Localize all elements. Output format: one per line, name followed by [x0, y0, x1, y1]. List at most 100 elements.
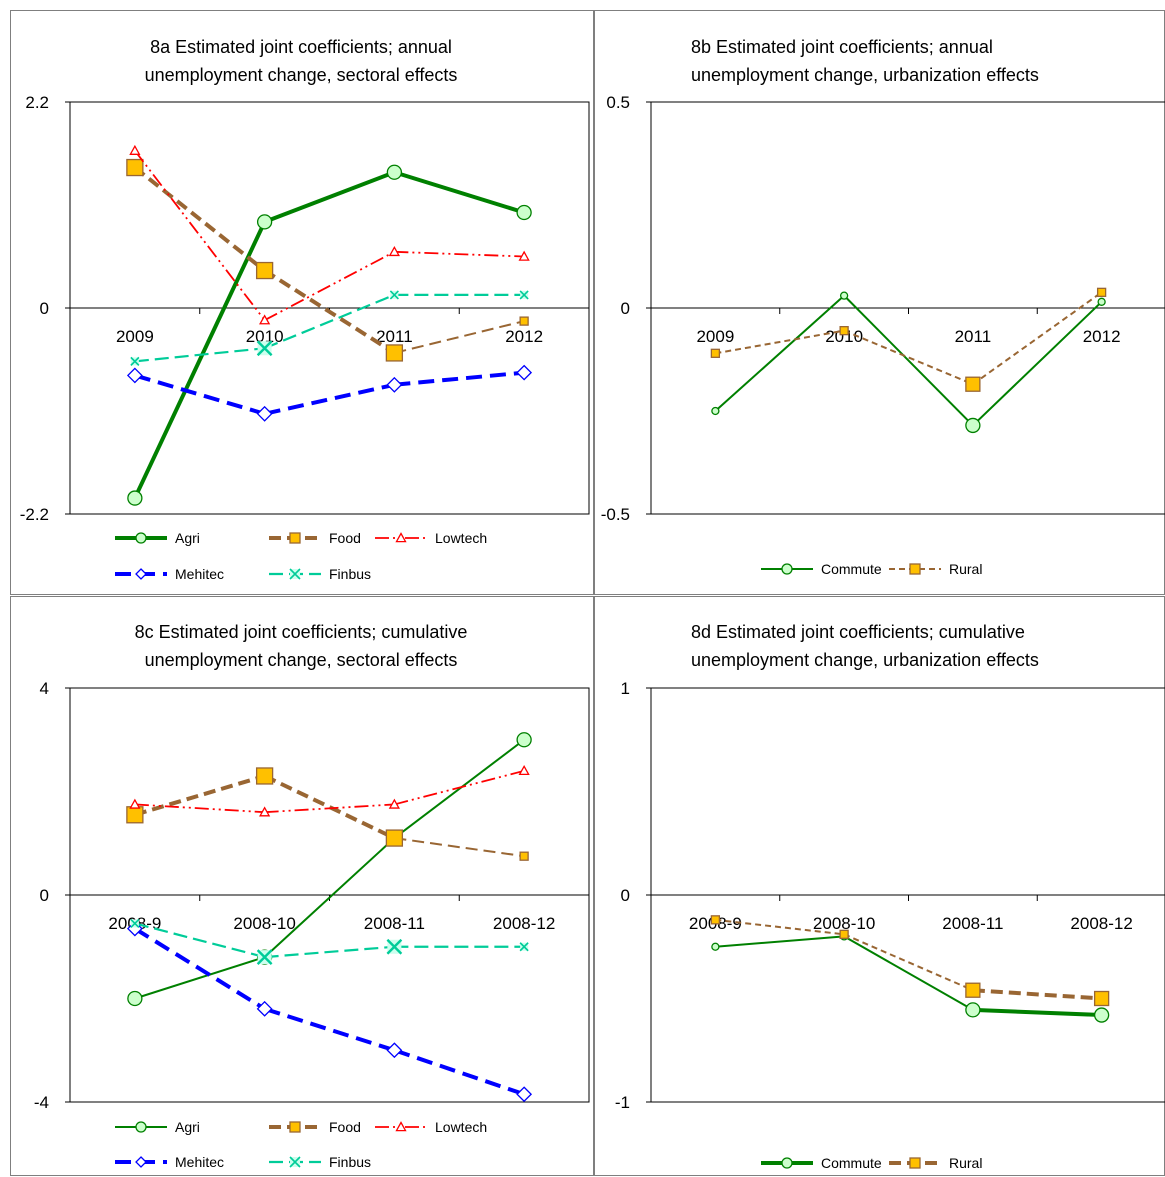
legend-marker [395, 1121, 407, 1132]
series-line-segment [393, 1048, 525, 1097]
legend-item-mehitec: Mehitec [115, 566, 224, 582]
legend-item-lowtech: Lowtech [375, 1119, 487, 1135]
series-lowtech [129, 764, 530, 817]
series-line-segment [134, 347, 265, 363]
legend-label: Rural [949, 1155, 982, 1171]
legend-item-agri: Agri [115, 1119, 200, 1135]
legend-label: Finbus [329, 566, 371, 582]
legend-marker [135, 1121, 147, 1133]
data-point-circle [516, 204, 532, 221]
data-point-x [386, 938, 403, 955]
series-line-segment [843, 329, 974, 386]
x-tick-label: 2009 [696, 327, 734, 346]
data-point-circle [1093, 1007, 1110, 1023]
legend-item-commute: Commute [761, 1155, 882, 1171]
data-point-square [710, 915, 721, 925]
y-tick-label: 2.2 [25, 93, 49, 112]
legend-label: Agri [175, 1119, 200, 1135]
data-point-diamond [126, 367, 143, 384]
data-point-square [255, 261, 274, 280]
legend-label: Commute [821, 561, 882, 577]
series-line-segment [715, 329, 845, 355]
y-tick-label: 0.5 [606, 93, 630, 112]
series-food [126, 158, 529, 362]
series-line-segment [843, 294, 974, 427]
series-line-segment [133, 221, 267, 499]
data-point-triangle [518, 250, 530, 261]
series-line-segment [263, 268, 396, 355]
data-point-square [385, 344, 404, 362]
x-tick-label: 2008-10 [233, 914, 295, 933]
data-point-triangle [129, 144, 141, 155]
legend-marker [289, 1156, 301, 1168]
series-line-segment [264, 382, 395, 416]
series-line-segment [263, 837, 396, 958]
data-point-square [1093, 990, 1110, 1007]
x-tick-label: 2011 [955, 327, 992, 346]
data-point-triangle [388, 245, 400, 257]
legend-marker [781, 1157, 793, 1169]
y-tick-label: 0 [40, 886, 49, 905]
data-point-circle [516, 732, 532, 748]
data-point-circle [965, 1002, 981, 1018]
series-lowtech [129, 144, 530, 325]
x-tick-label: 2009 [116, 327, 154, 346]
data-point-circle [127, 990, 143, 1007]
series-line-segment [264, 945, 395, 959]
data-point-triangle [259, 806, 271, 817]
data-point-circle [711, 406, 720, 416]
legend-item-food: Food [269, 530, 361, 546]
chart-title-line: unemployment change, urbanization effect… [691, 650, 1039, 670]
series-line-segment [972, 1007, 1102, 1018]
data-point-diamond [386, 376, 403, 393]
chart-title-line: unemployment change, urbanization effect… [691, 65, 1039, 85]
legend-label: Agri [175, 530, 200, 546]
legend-item-rural: Rural [889, 1155, 982, 1171]
legend-label: Rural [949, 561, 982, 577]
chart-8d-svg: 8d Estimated joint coefficients; cumulat… [615, 622, 1165, 1171]
data-point-x [389, 290, 399, 300]
series-line-segment [264, 293, 395, 350]
legend-label: Mehitec [175, 566, 224, 582]
series-line-segment [394, 769, 525, 806]
y-tick-label: -1 [615, 1093, 630, 1112]
data-point-diamond [516, 364, 533, 381]
chart-panel-8b: 8b Estimated joint coefficients; annual u… [594, 10, 1165, 595]
data-point-square [965, 982, 981, 998]
chart-title-line: 8a Estimated joint coefficients; annual [150, 37, 452, 57]
chart-8a-svg: 8a Estimated joint coefficients; annual u… [20, 37, 590, 582]
legend-marker [289, 568, 301, 580]
series-line-segment [972, 301, 1103, 427]
legend-item-mehitec: Mehitec [115, 1154, 224, 1170]
legend-marker [289, 1121, 301, 1133]
data-point-square [1096, 287, 1107, 297]
data-point-diamond [516, 1086, 533, 1103]
legend-marker [135, 568, 147, 580]
legend-item-finbus: Finbus [269, 566, 371, 582]
data-point-circle [256, 214, 273, 230]
legend-label: Lowtech [435, 1119, 487, 1135]
series-line-segment [972, 291, 1103, 386]
data-point-triangle [129, 798, 141, 809]
data-point-square [255, 767, 274, 785]
series-line-segment [264, 1006, 395, 1053]
series-line-segment [843, 933, 974, 992]
data-point-square [839, 326, 849, 336]
series-line-segment [134, 774, 266, 817]
x-tick-label: 2008-11 [942, 914, 1003, 933]
series-finbus [130, 918, 529, 965]
legend-marker [135, 532, 147, 544]
x-tick-label: 2008-11 [364, 914, 425, 933]
data-point-x [256, 340, 273, 357]
legend-marker [781, 563, 793, 575]
series-line-segment [394, 320, 525, 354]
data-point-x [130, 918, 140, 929]
series-mehitec [126, 920, 533, 1103]
data-point-triangle [518, 764, 530, 776]
legend-label: Mehitec [175, 1154, 224, 1170]
y-tick-label: 0 [621, 886, 630, 905]
series-line-segment [715, 918, 845, 936]
data-point-square [126, 806, 144, 824]
x-tick-label: 2010 [246, 327, 284, 346]
y-tick-label: 1 [621, 679, 630, 698]
